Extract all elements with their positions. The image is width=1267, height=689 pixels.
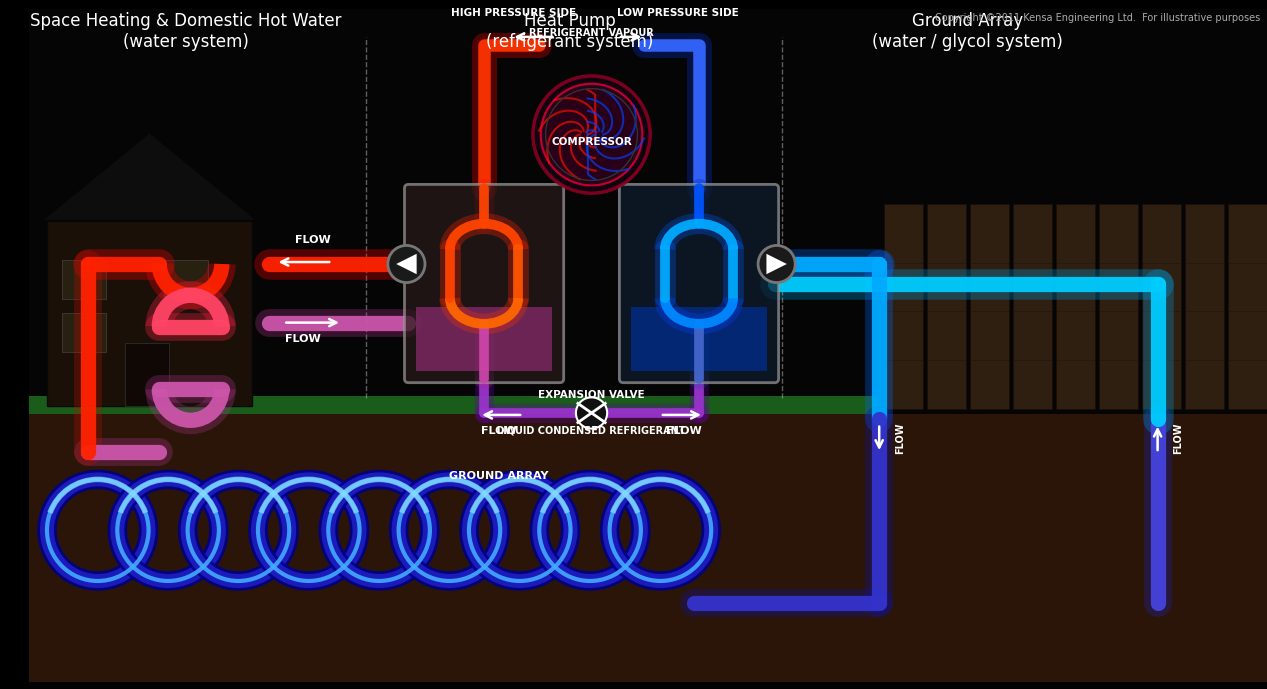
Bar [1014,204,1052,409]
Text: COMPRESSOR: COMPRESSOR [551,137,632,147]
Bar [1142,204,1181,409]
Bar [62,313,105,352]
Bar [971,204,1009,409]
Polygon shape [397,254,417,274]
Bar [631,307,767,371]
Bar [416,307,552,371]
Text: FLOW: FLOW [295,234,331,245]
FancyBboxPatch shape [404,185,564,382]
Polygon shape [767,254,787,274]
Text: Space Heating & Domestic Hot Water
(water system): Space Heating & Domestic Hot Water (wate… [30,12,341,51]
Polygon shape [42,132,257,220]
Circle shape [388,245,424,282]
Bar [1185,204,1224,409]
Text: FLOW: FLOW [481,426,517,436]
Text: EXPANSION VALVE: EXPANSION VALVE [538,391,645,400]
Text: LOW PRESSURE SIDE: LOW PRESSURE SIDE [617,8,739,19]
Bar [125,342,169,406]
Text: FLOW: FLOW [285,334,321,344]
Circle shape [576,398,607,429]
Text: LIQUID CONDENSED REFRIGERANT: LIQUID CONDENSED REFRIGERANT [497,426,685,435]
Bar [165,260,208,298]
Text: GROUND ARRAY: GROUND ARRAY [449,471,549,482]
Bar [927,204,967,409]
Text: FLOW: FLOW [666,426,702,436]
Text: REFRIGERANT VAPOUR: REFRIGERANT VAPOUR [530,28,654,38]
Circle shape [533,76,650,193]
Text: FLOW: FLOW [895,422,905,454]
Bar [29,8,1267,414]
Bar [29,414,1267,681]
Bar [29,396,879,414]
FancyBboxPatch shape [620,185,779,382]
Circle shape [758,245,796,282]
Bar [47,220,252,406]
Bar [1228,204,1267,409]
Text: HIGH PRESSURE SIDE: HIGH PRESSURE SIDE [451,8,576,19]
Text: Ground Array
(water / glycol system): Ground Array (water / glycol system) [872,12,1063,51]
Text: Heat Pump
(refrigerant system): Heat Pump (refrigerant system) [485,12,654,51]
Bar [1098,204,1138,409]
Bar [1055,204,1095,409]
Bar [62,260,105,298]
Circle shape [541,84,642,185]
Text: Copyright ©2011 Kensa Engineering Ltd.  For illustrative purposes: Copyright ©2011 Kensa Engineering Ltd. F… [935,14,1261,23]
Bar [884,204,924,409]
Text: FLOW: FLOW [1173,422,1183,454]
